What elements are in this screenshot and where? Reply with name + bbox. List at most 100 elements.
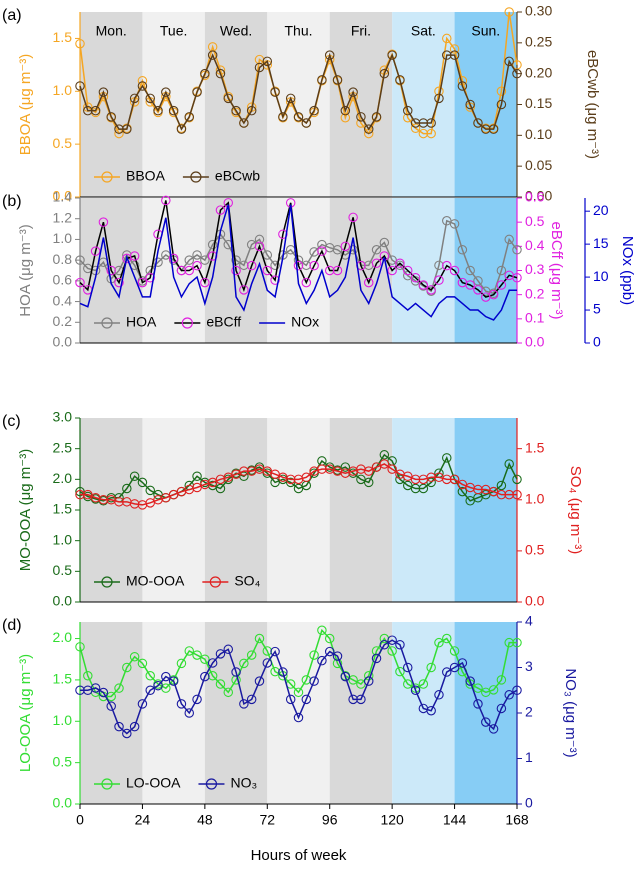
- data-point: [449, 44, 460, 54]
- data-point: [239, 285, 249, 295]
- data-point: [145, 93, 155, 104]
- y-tick-label: 1.0: [53, 82, 73, 98]
- data-point: [387, 50, 397, 60]
- panel-label: (c): [2, 413, 21, 430]
- series-line: [79, 200, 518, 298]
- data-point: [363, 477, 374, 488]
- day-band: [454, 198, 517, 343]
- data-point: [215, 205, 226, 215]
- y-tick-label: 0.15: [525, 95, 552, 111]
- data-point: [137, 81, 148, 91]
- y-tick-label: 0.6: [525, 189, 545, 205]
- y-tick-label: 20: [593, 202, 609, 218]
- data-point: [98, 687, 109, 698]
- day-band: [329, 622, 393, 804]
- data-point: [254, 62, 265, 73]
- y-tick-label: 2: [525, 704, 533, 720]
- data-point: [262, 658, 273, 668]
- data-point: [309, 247, 319, 257]
- x-tick-label: 96: [322, 812, 338, 828]
- x-tick-label: 168: [505, 812, 529, 828]
- data-point: [278, 667, 288, 677]
- data-point: [114, 124, 124, 134]
- x-tick-label: 120: [380, 812, 404, 828]
- data-point: [449, 265, 460, 276]
- data-point: [442, 216, 452, 226]
- data-point: [215, 483, 226, 494]
- y-axis-label: LO-OOA (μg m⁻³): [17, 654, 34, 772]
- data-point: [426, 472, 436, 483]
- data-point: [106, 112, 116, 122]
- data-point: [504, 637, 514, 648]
- data-point: [309, 676, 319, 686]
- data-point: [410, 483, 421, 494]
- legend-label: eBCff: [206, 314, 241, 330]
- x-tick-label: 72: [259, 812, 275, 828]
- data-point: [512, 489, 522, 500]
- data-point: [231, 667, 241, 677]
- data-point: [410, 272, 421, 283]
- data-point: [161, 195, 171, 206]
- day-band: [80, 418, 143, 602]
- data-point: [418, 483, 429, 494]
- data-point: [168, 105, 179, 116]
- data-point: [457, 658, 468, 668]
- data-point: [426, 128, 436, 139]
- data-point: [90, 683, 101, 693]
- data-point: [192, 87, 202, 97]
- y2-axis-label: NO₃ (μg m⁻³): [562, 668, 579, 757]
- data-point: [75, 685, 85, 695]
- data-point: [379, 459, 390, 469]
- data-point: [293, 260, 304, 271]
- data-point: [200, 255, 210, 265]
- data-point: [496, 489, 507, 500]
- data-point: [512, 68, 522, 79]
- data-point: [348, 212, 358, 223]
- data-point: [512, 245, 522, 255]
- data-point: [395, 75, 405, 85]
- legend-label: SO₄: [234, 573, 260, 589]
- data-point: [145, 685, 155, 695]
- data-point: [363, 466, 374, 476]
- data-point: [496, 675, 507, 685]
- data-point: [442, 633, 452, 644]
- data-point: [410, 474, 421, 485]
- panel-label: (a): [2, 7, 22, 24]
- data-point: [488, 289, 499, 300]
- data-point: [371, 112, 382, 122]
- data-point: [434, 260, 444, 271]
- data-point: [122, 662, 132, 673]
- data-point: [207, 658, 218, 668]
- data-point: [317, 246, 327, 256]
- data-point: [293, 112, 304, 122]
- data-point: [332, 75, 343, 85]
- data-point: [239, 260, 249, 271]
- y-tick-label: 0.0: [525, 593, 545, 609]
- data-point: [434, 275, 444, 285]
- data-point: [293, 687, 304, 698]
- data-point: [442, 667, 452, 677]
- day-label: Tue.: [160, 23, 188, 39]
- data-point: [192, 260, 202, 271]
- data-point: [98, 87, 109, 97]
- data-point: [371, 245, 382, 255]
- data-point: [262, 56, 273, 67]
- data-point: [418, 118, 429, 128]
- data-point: [215, 679, 226, 689]
- data-point: [332, 651, 343, 661]
- data-point: [137, 477, 148, 488]
- data-point: [145, 485, 155, 496]
- data-point: [122, 483, 132, 494]
- data-point: [426, 118, 436, 128]
- data-point: [254, 633, 265, 644]
- day-band: [329, 418, 393, 602]
- data-point: [122, 124, 132, 134]
- data-point: [215, 68, 226, 79]
- legend-label: MO-OOA: [126, 573, 185, 589]
- data-point: [75, 489, 85, 500]
- data-point: [317, 239, 327, 250]
- y-tick-label: 0.8: [53, 251, 73, 267]
- data-point: [239, 118, 249, 128]
- day-band: [267, 418, 330, 602]
- day-label: Thu.: [284, 23, 312, 39]
